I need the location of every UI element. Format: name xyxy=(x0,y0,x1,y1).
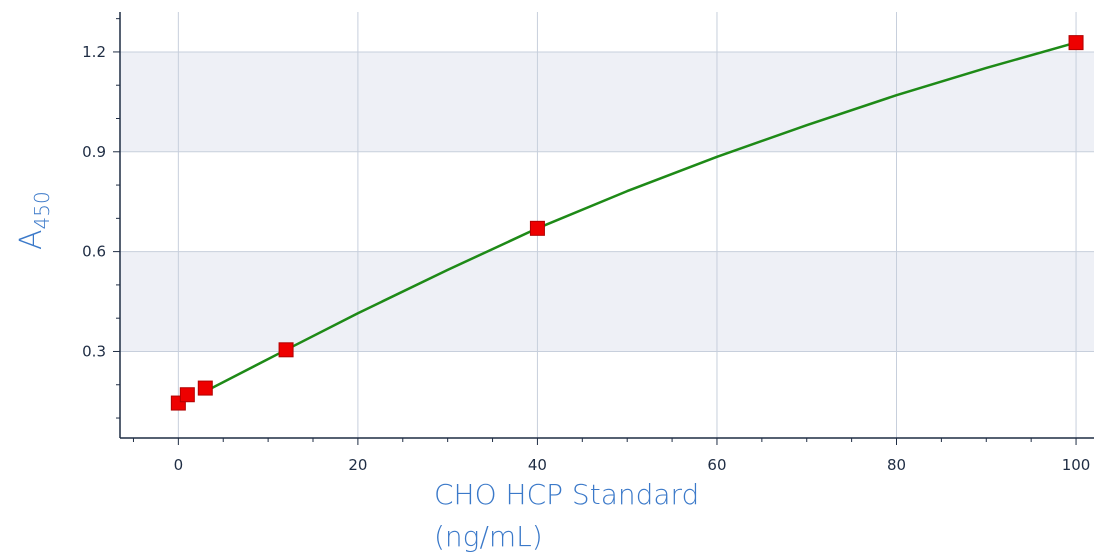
x-tick-label: 20 xyxy=(348,456,367,474)
y-axis-title-subscript: 450 xyxy=(30,191,54,230)
y-tick-labels: 0.3 0.6 0.9 1.2 xyxy=(82,43,106,361)
plot-band xyxy=(120,251,1094,352)
data-point-marker xyxy=(529,220,545,236)
y-axis-title: A450 xyxy=(10,190,60,270)
fit-curve xyxy=(204,41,1077,393)
plot-background-bands xyxy=(120,51,1094,352)
x-tick-label: 80 xyxy=(887,456,906,474)
y-tick-label: 0.3 xyxy=(82,342,106,360)
x-axis-title-line-1: CHO HCP Standard xyxy=(434,478,700,511)
data-point-marker xyxy=(1068,35,1084,51)
x-tick-label: 0 xyxy=(174,456,184,474)
x-tick-labels: 0 20 40 60 80 100 xyxy=(174,456,1091,474)
data-point-marker xyxy=(179,387,195,403)
axes xyxy=(113,12,1094,445)
plot-band xyxy=(120,51,1094,152)
fit-curve-layer xyxy=(204,41,1077,393)
x-axis-title-line-2: (ng/mL) xyxy=(434,520,543,553)
x-tick-label: 60 xyxy=(707,456,726,474)
gridlines xyxy=(120,12,1094,438)
y-tick-label: 0.9 xyxy=(82,143,106,161)
y-tick-label: 0.6 xyxy=(82,243,106,261)
data-point-marker xyxy=(197,380,213,396)
data-point-marker xyxy=(278,342,294,358)
x-axis-title: CHO HCP Standard (ng/mL) xyxy=(434,474,834,558)
x-tick-label: 40 xyxy=(528,456,547,474)
data-points xyxy=(170,35,1084,411)
x-tick-label: 100 xyxy=(1062,456,1091,474)
y-axis-title-main: A xyxy=(14,229,49,250)
y-tick-label: 1.2 xyxy=(82,43,106,61)
